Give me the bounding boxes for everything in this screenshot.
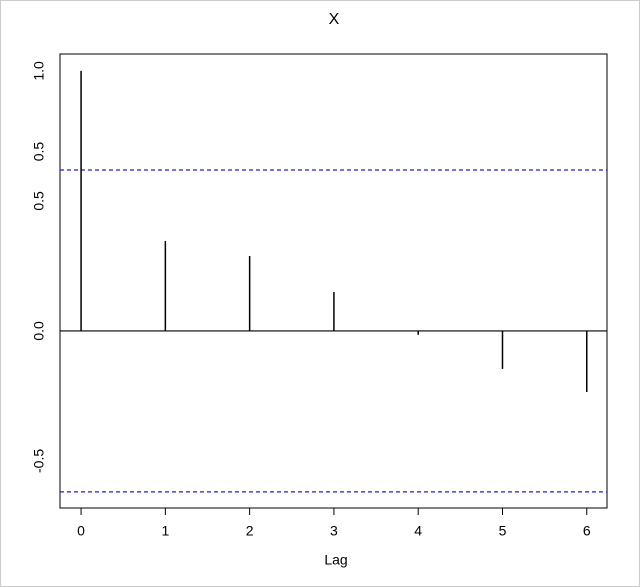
- x-axis-label: Lag: [324, 552, 347, 568]
- y-tick-label: 0.5: [31, 142, 47, 162]
- x-tick-label: 1: [161, 523, 169, 539]
- chart-title: X: [329, 11, 340, 28]
- x-tick-label: 4: [414, 523, 422, 539]
- x-tick-label: 6: [583, 523, 591, 539]
- x-tick-label: 2: [246, 523, 254, 539]
- y-tick-label: 0.5: [31, 191, 47, 211]
- y-tick-label: 0.0: [31, 321, 47, 341]
- x-tick-label: 0: [77, 523, 85, 539]
- x-tick-label: 5: [499, 523, 507, 539]
- y-tick-label: 1.0: [31, 61, 47, 81]
- x-tick-label: 3: [330, 523, 338, 539]
- y-tick-label: -0.5: [31, 449, 47, 473]
